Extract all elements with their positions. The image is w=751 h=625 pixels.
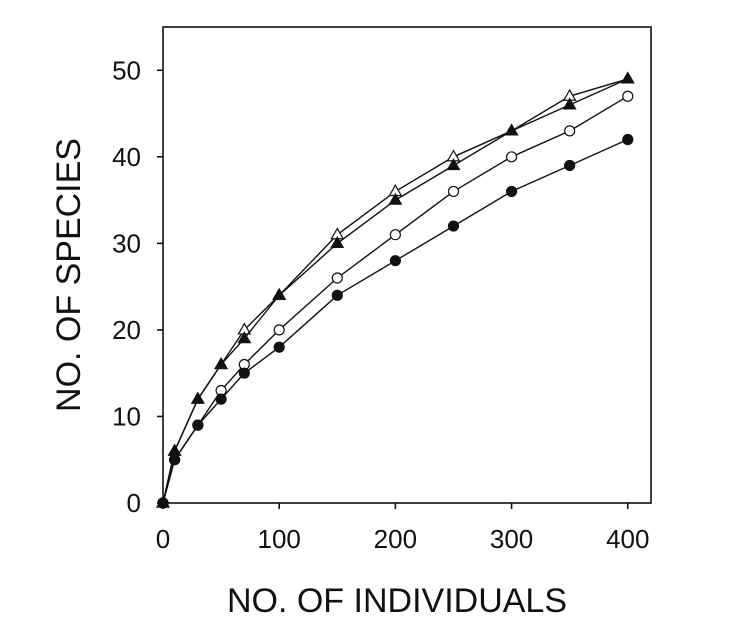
x-tick-label: 400 xyxy=(606,524,649,554)
data-point-filled-circle xyxy=(157,497,169,509)
data-point-filled-circle xyxy=(273,341,285,353)
y-axis-title: NO. OF SPECIES xyxy=(50,138,88,412)
series-filled-triangle xyxy=(156,71,635,508)
data-point-filled-circle xyxy=(331,289,343,301)
y-axis-ticks: 0 10 20 30 40 50 xyxy=(112,55,163,518)
data-point-filled-circle xyxy=(192,419,204,431)
data-point-open-circle xyxy=(273,324,285,336)
data-point-open-circle xyxy=(331,272,343,284)
data-point-open-circle xyxy=(622,90,634,102)
data-point-open-circle xyxy=(447,185,460,198)
series-line-open-triangle xyxy=(162,78,628,504)
y-tick-label: 50 xyxy=(112,55,141,85)
y-tick-label: 0 xyxy=(127,488,141,518)
data-point-filled-triangle xyxy=(330,235,345,248)
y-tick-label: 40 xyxy=(112,142,141,172)
data-point-filled-circle xyxy=(447,220,460,232)
data-point-filled-triangle xyxy=(237,331,252,344)
y-tick-label: 20 xyxy=(112,315,141,345)
data-point-filled-triangle xyxy=(272,287,287,300)
series-line-filled-circle xyxy=(162,138,629,504)
series-filled-circle xyxy=(157,133,634,509)
x-tick-label: 100 xyxy=(257,524,300,554)
data-point-filled-triangle xyxy=(504,123,519,136)
plot-frame xyxy=(162,26,652,504)
y-tick-label: 10 xyxy=(112,401,141,431)
data-point-open-circle xyxy=(389,229,401,241)
series-layer xyxy=(156,71,635,509)
data-point-filled-triangle xyxy=(214,357,229,370)
data-point-filled-circle xyxy=(564,159,576,172)
x-tick-label: 0 xyxy=(156,524,170,554)
x-axis-ticks: 0 100 200 300 400 xyxy=(156,503,649,554)
data-point-filled-triangle xyxy=(190,391,205,404)
data-point-filled-circle xyxy=(505,185,518,198)
plot-border xyxy=(162,26,652,504)
data-point-open-circle xyxy=(564,125,576,137)
series-line-filled-triangle xyxy=(162,78,629,504)
x-axis-title: NO. OF INDIVIDUALS xyxy=(227,582,567,620)
data-point-filled-circle xyxy=(238,367,250,379)
data-point-open-circle xyxy=(505,151,518,163)
data-point-filled-triangle xyxy=(562,97,577,110)
data-point-filled-triangle xyxy=(620,71,635,84)
x-tick-label: 300 xyxy=(490,524,533,554)
series-open-circle xyxy=(157,90,634,509)
data-point-filled-circle xyxy=(389,255,401,267)
x-tick-label: 200 xyxy=(374,524,417,554)
series-line-open-circle xyxy=(162,95,629,504)
y-tick-label: 30 xyxy=(112,228,141,258)
data-point-filled-circle xyxy=(622,133,634,146)
data-point-filled-circle xyxy=(215,393,227,405)
data-point-filled-triangle xyxy=(388,192,403,205)
series-open-triangle xyxy=(156,71,635,508)
data-point-filled-circle xyxy=(169,454,181,466)
data-point-filled-triangle xyxy=(446,158,461,171)
